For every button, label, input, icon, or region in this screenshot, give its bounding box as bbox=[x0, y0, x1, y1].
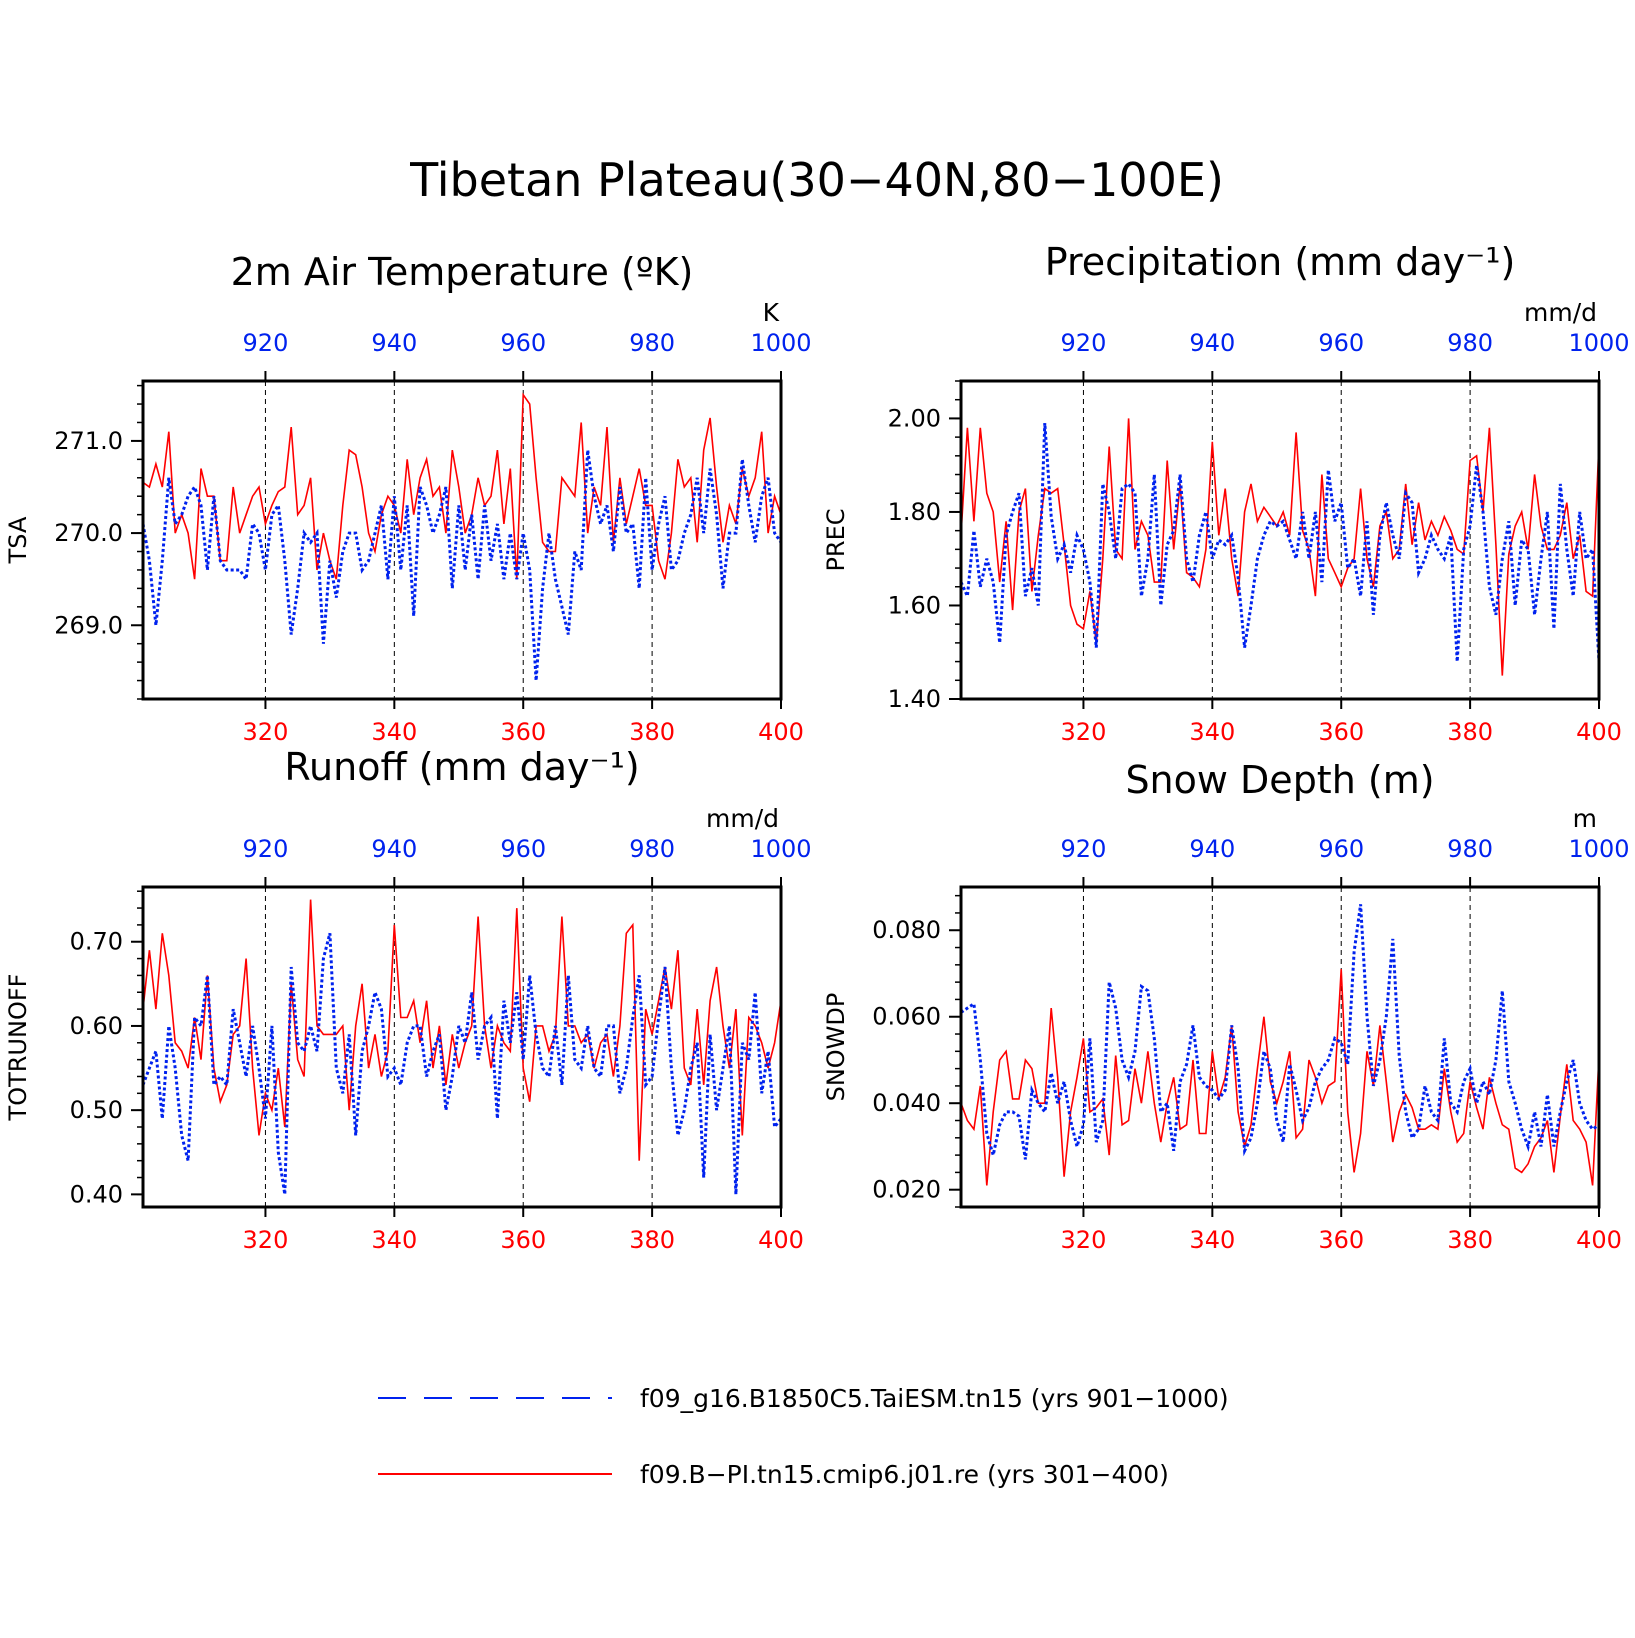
x-tick-label-bottom: 340 bbox=[1189, 1226, 1235, 1254]
plot-frame bbox=[141, 379, 783, 701]
y-tick-label: 0.40 bbox=[70, 1180, 123, 1208]
y-tick-label: 0.080 bbox=[872, 916, 941, 944]
x-tick-label-top: 980 bbox=[629, 329, 675, 357]
plot-frame bbox=[959, 379, 1601, 701]
y-tick-label: 0.020 bbox=[872, 1176, 941, 1204]
x-tick-label-bottom: 340 bbox=[371, 1226, 417, 1254]
x-tick-label-top: 980 bbox=[629, 835, 675, 863]
plot-frame bbox=[141, 885, 783, 1209]
y-tick-label: 1.80 bbox=[888, 498, 941, 526]
y-tick-label: 271.0 bbox=[54, 427, 123, 455]
x-tick-label-bottom: 360 bbox=[1318, 1226, 1364, 1254]
x-tick-label-top: 940 bbox=[371, 835, 417, 863]
y-tick-label: 0.60 bbox=[70, 1012, 123, 1040]
y-axis-label: PREC bbox=[822, 508, 850, 571]
x-tick-label-bottom: 380 bbox=[629, 1226, 675, 1254]
series-line-ctrl bbox=[961, 904, 1599, 1160]
series-line-exp bbox=[961, 969, 1599, 1186]
units-label: K bbox=[763, 298, 780, 327]
x-tick-label-bottom: 400 bbox=[758, 718, 804, 746]
y-tick-label: 269.0 bbox=[54, 611, 123, 639]
y-tick-label: 0.50 bbox=[70, 1096, 123, 1124]
y-axis-label: TOTRUNOFF bbox=[4, 974, 32, 1122]
x-tick-label-bottom: 400 bbox=[758, 1226, 804, 1254]
x-tick-label-bottom: 320 bbox=[1061, 1226, 1107, 1254]
units-label: mm/d bbox=[1524, 298, 1597, 327]
legend: f09_g16.B1850C5.TaiESM.tn15 (yrs 901−100… bbox=[378, 1384, 1229, 1489]
series-line-exp bbox=[143, 899, 781, 1161]
series-line-ctrl bbox=[961, 422, 1599, 662]
series-line-exp bbox=[143, 392, 781, 580]
panel-prec: Precipitation (mm day⁻¹) mm/d PREC 320 920 34… bbox=[822, 240, 1630, 746]
x-tick-label-bottom: 400 bbox=[1576, 718, 1622, 746]
x-tick-label-top: 960 bbox=[500, 329, 546, 357]
y-tick-label: 2.00 bbox=[888, 404, 941, 432]
x-tick-label-bottom: 340 bbox=[371, 718, 417, 746]
panel-snowdp: Snow Depth (m) m SNOWDP 320 920 340 940 360 960 3… bbox=[822, 758, 1630, 1254]
x-tick-label-top: 1000 bbox=[750, 329, 811, 357]
units-label: m bbox=[1573, 804, 1597, 833]
x-tick-label-bottom: 380 bbox=[629, 718, 675, 746]
y-tick-label: 270.0 bbox=[54, 519, 123, 547]
x-tick-label-top: 920 bbox=[243, 835, 289, 863]
x-tick-label-top: 920 bbox=[1061, 835, 1107, 863]
x-tick-label-bottom: 320 bbox=[1061, 718, 1107, 746]
x-tick-label-bottom: 340 bbox=[1189, 718, 1235, 746]
x-tick-label-top: 960 bbox=[1318, 835, 1364, 863]
x-tick-label-top: 960 bbox=[500, 835, 546, 863]
x-tick-label-top: 920 bbox=[1061, 329, 1107, 357]
x-tick-label-bottom: 360 bbox=[500, 718, 546, 746]
legend-label-ctrl: f09_g16.B1850C5.TaiESM.tn15 (yrs 901−100… bbox=[640, 1384, 1229, 1413]
x-tick-label-top: 920 bbox=[243, 329, 289, 357]
x-tick-label-bottom: 360 bbox=[500, 1226, 546, 1254]
series-line-exp bbox=[961, 418, 1599, 676]
x-tick-label-top: 1000 bbox=[1568, 329, 1629, 357]
x-tick-label-top: 940 bbox=[371, 329, 417, 357]
panels: 2m Air Temperature (ºK) K TSA 320 920 340 940 3… bbox=[4, 240, 1630, 1254]
y-tick-label: 0.70 bbox=[70, 928, 123, 956]
y-tick-label: 0.060 bbox=[872, 1003, 941, 1031]
panel-tsa: 2m Air Temperature (ºK) K TSA 320 920 340 940 3… bbox=[4, 250, 812, 746]
y-tick-label: 1.60 bbox=[888, 591, 941, 619]
x-tick-label-bottom: 360 bbox=[1318, 718, 1364, 746]
panel-title: Runoff (mm day⁻¹) bbox=[284, 745, 639, 789]
x-tick-label-bottom: 400 bbox=[1576, 1226, 1622, 1254]
y-axis-label: TSA bbox=[4, 516, 32, 564]
panel-title: Precipitation (mm day⁻¹) bbox=[1045, 240, 1516, 284]
figure-title: Tibetan Plateau(30−40N,80−100E) bbox=[409, 153, 1224, 207]
x-tick-label-bottom: 380 bbox=[1447, 1226, 1493, 1254]
x-tick-label-top: 940 bbox=[1189, 329, 1235, 357]
legend-label-exp: f09.B−PI.tn15.cmip6.j01.re (yrs 301−400) bbox=[640, 1460, 1169, 1489]
x-tick-label-top: 960 bbox=[1318, 329, 1364, 357]
series-line-ctrl bbox=[143, 449, 781, 681]
panel-title: Snow Depth (m) bbox=[1125, 758, 1434, 802]
series-line-ctrl bbox=[143, 932, 781, 1195]
x-tick-label-top: 1000 bbox=[750, 835, 811, 863]
panel-title: 2m Air Temperature (ºK) bbox=[231, 250, 694, 294]
x-tick-label-bottom: 380 bbox=[1447, 718, 1493, 746]
y-axis-label: SNOWDP bbox=[822, 993, 850, 1102]
x-tick-label-top: 940 bbox=[1189, 835, 1235, 863]
x-tick-label-top: 1000 bbox=[1568, 835, 1629, 863]
x-tick-label-bottom: 320 bbox=[243, 1226, 289, 1254]
x-tick-label-top: 980 bbox=[1447, 329, 1493, 357]
panel-totrunoff: Runoff (mm day⁻¹) mm/d TOTRUNOFF 320 920 340 9… bbox=[4, 745, 812, 1254]
plot-frame bbox=[959, 885, 1601, 1209]
x-tick-label-top: 980 bbox=[1447, 835, 1493, 863]
x-tick-label-bottom: 320 bbox=[243, 718, 289, 746]
units-label: mm/d bbox=[706, 804, 779, 833]
y-tick-label: 1.40 bbox=[888, 685, 941, 713]
y-tick-label: 0.040 bbox=[872, 1089, 941, 1117]
